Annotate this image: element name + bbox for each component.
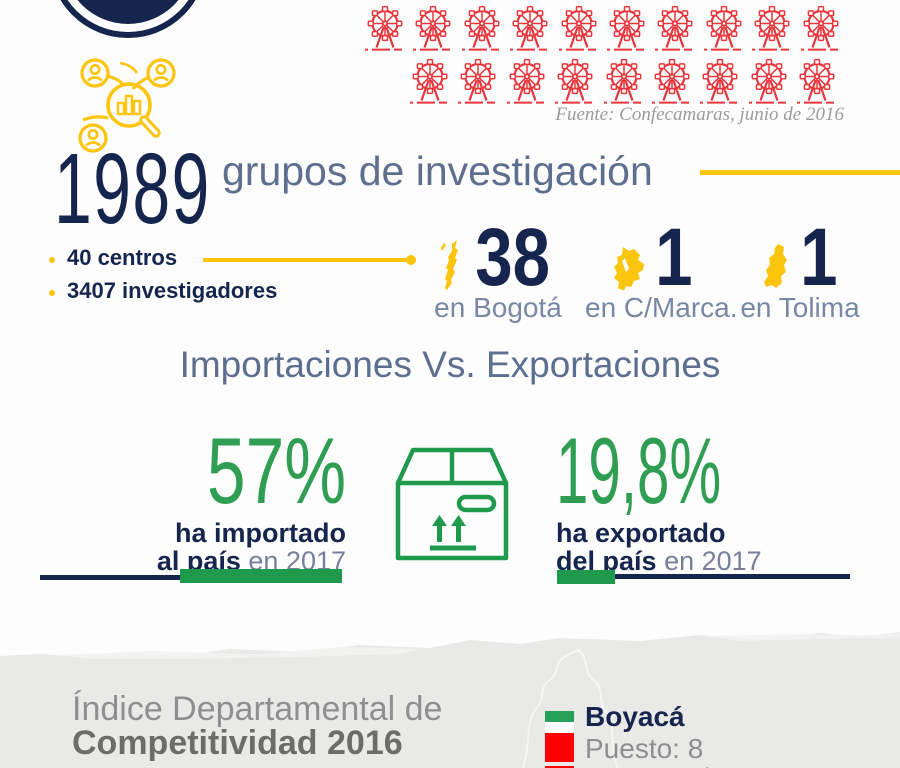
connector-dot: [406, 255, 416, 265]
cundinamarca-map-icon: [614, 247, 645, 290]
legend-score: Calificación: 5,80/10: [585, 763, 837, 768]
research-groups-icon: [78, 58, 176, 153]
stat-bogota: 38 en Bogotá: [426, 212, 570, 324]
imports-percentage: 57%: [206, 418, 346, 523]
ferris-wheel-icon: [413, 5, 454, 51]
stat-value: 1: [655, 212, 693, 304]
ferris-wheel-icon: [365, 5, 405, 51]
boyaca-map-outline: [522, 648, 619, 768]
ferris-wheel-icon: [458, 58, 499, 104]
gray-section-background: [0, 632, 900, 768]
index-title-line1: Índice Departamental de: [72, 690, 443, 728]
connector-line: [203, 258, 410, 262]
ferris-wheel-icon: [651, 58, 692, 104]
exports-bar-track: [615, 574, 850, 579]
ferris-wheel-icon: [555, 58, 596, 104]
index-title-line2: Competitividad 2016: [72, 724, 403, 762]
legend-region: Boyacá: [585, 701, 685, 732]
ferris-wheel-icon: [655, 5, 696, 51]
research-groups-count: 1989: [54, 133, 211, 245]
title-rule-line: [700, 170, 900, 175]
stat-label: en Tolima: [740, 292, 860, 323]
ferris-wheel-icon: [800, 5, 841, 51]
ferris-wheel-row-2: [408, 57, 839, 105]
exports-bar-fill: [557, 570, 615, 584]
exports-caption-1: ha exportado: [556, 518, 726, 549]
legend-rank: Puesto: 8: [585, 733, 704, 764]
exports-block: 19,8% ha exportado del país en 2017: [556, 418, 796, 576]
bullet-dot: [49, 257, 55, 263]
imports-bar-fill: [180, 569, 342, 583]
stat-cundinamarca: 1 en C/Marca.: [585, 212, 738, 324]
ferris-wheel-icon: [606, 5, 647, 51]
stat-value: 1: [800, 212, 838, 304]
ferris-wheel-row-1: [363, 4, 843, 52]
stat-value: 38: [475, 212, 551, 304]
imports-caption-1: ha importado: [174, 518, 346, 549]
ferris-wheel-icon: [703, 5, 744, 51]
ferris-wheel-icon: [603, 58, 644, 104]
ferris-wheel-icon: [461, 5, 502, 51]
stat-label: en C/Marca.: [585, 292, 738, 323]
trade-section-title: Importaciones Vs. Exportaciones: [179, 344, 721, 385]
ferris-wheel-icon: [510, 5, 551, 51]
ferris-wheel-icon: [752, 5, 793, 51]
research-groups-label: grupos de investigación: [222, 148, 653, 194]
imports-block: 57% ha importado al país en 2017: [150, 418, 346, 576]
imports-bar-track: [40, 575, 180, 580]
ferris-wheel-icon: [748, 58, 789, 104]
exports-percentage: 19,8%: [556, 418, 722, 523]
ferris-wheel-icon: [700, 58, 741, 104]
ferris-wheel-icon: [506, 58, 547, 104]
tolima-map-icon: [764, 244, 788, 288]
boyaca-flag-icon: [545, 711, 574, 768]
source-note: Fuente: Confecamaras, junio de 2016: [555, 104, 844, 125]
shipping-box-icon: [395, 447, 509, 561]
ferris-wheel-icon: [410, 58, 450, 104]
bullet-centros: 40 centros: [67, 245, 178, 270]
bogota-map-icon: [441, 240, 459, 290]
bullet-investigadores: 3407 investigadores: [67, 278, 278, 303]
stat-label: en Bogotá: [434, 292, 562, 323]
ferris-wheel-icon: [558, 5, 599, 51]
ferris-wheel-icon: [797, 58, 838, 104]
stat-tolima: 1 en Tolima: [740, 212, 860, 324]
circular-seal-bottom-logo: [60, 0, 196, 38]
bullet-dot: [49, 290, 55, 296]
